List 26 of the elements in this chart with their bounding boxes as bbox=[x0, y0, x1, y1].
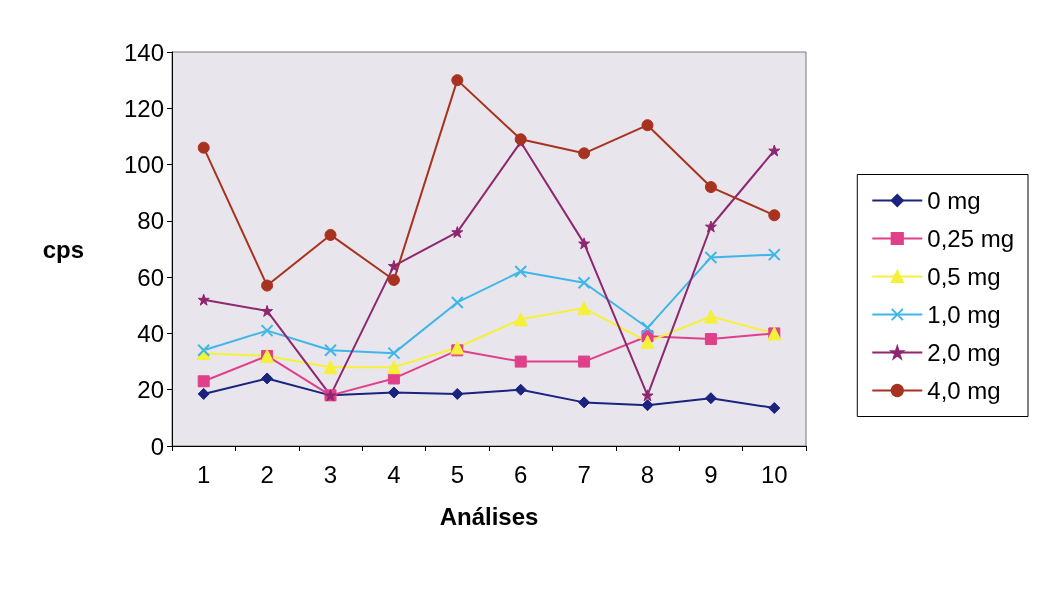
x-axis-title: Análises bbox=[439, 502, 539, 530]
x-tick-label: 4 bbox=[387, 460, 401, 488]
x-tick-label: 2 bbox=[260, 460, 274, 488]
x-tick-label: 8 bbox=[640, 460, 655, 488]
y-tick-label: 0 bbox=[150, 432, 164, 460]
legend-label: 2,0 mg bbox=[927, 339, 1001, 366]
x-tick-label: 9 bbox=[704, 460, 718, 488]
x-tick-label: 7 bbox=[577, 460, 591, 488]
legend-label: 0,25 mg bbox=[927, 225, 1014, 252]
y-tick-label: 140 bbox=[123, 38, 164, 66]
x-tick-label: 1 bbox=[197, 460, 211, 488]
x-tick-label: 10 bbox=[760, 460, 788, 488]
legend-label: 0 mg bbox=[927, 187, 981, 214]
x-tick-label: 3 bbox=[323, 460, 338, 488]
legend-label: 4,0 mg bbox=[927, 377, 1001, 404]
x-tick-label: 6 bbox=[514, 460, 528, 488]
y-tick-label: 100 bbox=[123, 151, 164, 179]
y-axis-title: cps bbox=[42, 235, 84, 263]
y-tick-label: 60 bbox=[137, 263, 164, 291]
legend-label: 0,5 mg bbox=[927, 263, 1001, 290]
legend-label: 1,0 mg bbox=[927, 301, 1001, 328]
y-tick-label: 120 bbox=[123, 94, 164, 122]
y-tick-label: 40 bbox=[137, 319, 164, 347]
y-tick-label: 80 bbox=[137, 207, 164, 235]
y-tick-label: 20 bbox=[137, 376, 164, 404]
x-tick-label: 5 bbox=[450, 460, 464, 488]
